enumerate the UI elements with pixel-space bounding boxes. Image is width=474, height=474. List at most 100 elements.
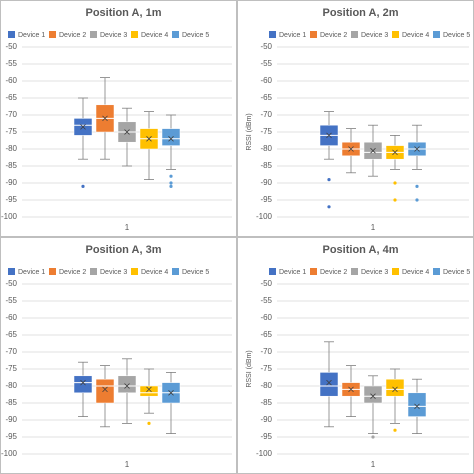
mean-marker — [348, 386, 354, 393]
y-tick-label: -90 — [260, 415, 272, 424]
legend-label: Device 2 — [59, 32, 86, 39]
y-tick-label: -85 — [260, 398, 272, 407]
outlier — [327, 178, 331, 182]
box — [95, 378, 115, 404]
legend-label: Device 1 — [18, 32, 45, 39]
y-tick-label: -65 — [5, 93, 17, 102]
y-tick-label: -100 — [256, 449, 273, 458]
outlier — [393, 198, 397, 202]
legend-label: Device 1 — [279, 32, 306, 39]
x-tick-label: 1 — [125, 223, 130, 232]
mean-marker — [80, 124, 86, 130]
legend-label: Device 3 — [100, 269, 127, 276]
chart-title: Position A, 3m — [86, 244, 162, 256]
box — [363, 385, 383, 404]
y-tick-label: -70 — [260, 110, 272, 119]
y-axis-label: RSSI (dBm) — [246, 350, 253, 387]
legend-label: Device 2 — [320, 269, 347, 276]
y-tick-label: -85 — [5, 161, 17, 170]
mean-marker — [80, 379, 86, 386]
y-tick-label: -70 — [5, 347, 17, 356]
legend-label: Device 1 — [18, 269, 45, 276]
legend-label: Device 5 — [182, 32, 209, 39]
y-tick-label: -60 — [5, 76, 17, 85]
y-tick-label: -55 — [260, 59, 272, 68]
box — [385, 378, 405, 397]
mean-marker — [124, 129, 130, 135]
mean-marker — [392, 386, 398, 393]
box — [139, 385, 159, 397]
y-tick-label: -100 — [256, 212, 273, 221]
outlier — [393, 181, 397, 185]
legend-swatch — [269, 31, 276, 38]
mean-marker — [146, 136, 152, 142]
y-tick-label: -75 — [260, 364, 272, 373]
mean-marker — [326, 132, 332, 139]
y-tick-label: -55 — [5, 296, 17, 305]
panel: Position A, 3m Device 1 Device 2 Device 3 De… — [0, 237, 237, 474]
legend-label: Device 4 — [141, 32, 168, 39]
mean-marker — [370, 147, 376, 154]
legend-swatch — [131, 268, 138, 275]
outlier — [327, 205, 331, 209]
legend-swatch — [49, 31, 56, 38]
y-tick-label: -95 — [260, 195, 272, 204]
outlier — [393, 428, 397, 432]
y-tick-label: -100 — [1, 212, 18, 221]
legend-label: Device 2 — [320, 32, 347, 39]
mean-marker — [124, 383, 130, 389]
mean-marker — [146, 386, 152, 393]
box — [73, 375, 93, 394]
legend-swatch — [8, 31, 15, 38]
y-tick-label: -80 — [260, 144, 272, 153]
y-tick-label: -60 — [5, 313, 17, 322]
legend-swatch — [392, 31, 399, 38]
y-tick-label: -60 — [260, 313, 272, 322]
legend-label: Device 4 — [402, 269, 429, 276]
y-tick-label: -75 — [5, 364, 17, 373]
y-tick-label: -65 — [5, 330, 17, 339]
legend-swatch — [433, 31, 440, 38]
legend-label: Device 3 — [361, 269, 388, 276]
mean-marker — [392, 149, 398, 156]
y-tick-label: -85 — [260, 161, 272, 170]
mean-marker — [168, 136, 174, 142]
y-tick-label: -90 — [260, 178, 272, 187]
y-tick-label: -90 — [5, 415, 17, 424]
y-tick-label: -75 — [260, 127, 272, 136]
chart-title: Position A, 4m — [323, 244, 399, 256]
x-tick-label: 1 — [371, 460, 376, 469]
outlier — [147, 421, 151, 425]
y-tick-label: -95 — [5, 432, 17, 441]
legend-swatch — [269, 268, 276, 275]
legend-label: Device 2 — [59, 269, 86, 276]
outlier — [169, 174, 173, 178]
y-tick-label: -65 — [260, 330, 272, 339]
panel-border — [0, 0, 237, 237]
y-tick-label: -80 — [5, 144, 17, 153]
legend-swatch — [392, 268, 399, 275]
legend-swatch — [172, 268, 179, 275]
y-axis-label: RSSI (dBm) — [246, 113, 253, 150]
outlier — [81, 184, 85, 188]
legend-label: Device 4 — [141, 269, 168, 276]
y-tick-label: -95 — [260, 432, 272, 441]
y-tick-label: -80 — [5, 381, 17, 390]
box — [161, 128, 181, 146]
panel-border — [237, 0, 474, 237]
legend-swatch — [310, 268, 317, 275]
y-tick-label: -60 — [260, 76, 272, 85]
legend-label: Device 3 — [100, 32, 127, 39]
mean-marker — [102, 386, 108, 393]
y-tick-label: -55 — [260, 296, 272, 305]
y-tick-label: -70 — [260, 347, 272, 356]
legend-label: Device 4 — [402, 32, 429, 39]
mean-marker — [102, 115, 108, 122]
legend-label: Device 5 — [443, 269, 470, 276]
box — [117, 375, 137, 394]
panel-border — [0, 237, 237, 474]
y-tick-label: -50 — [260, 279, 272, 288]
box — [319, 372, 339, 397]
legend-swatch — [172, 31, 179, 38]
